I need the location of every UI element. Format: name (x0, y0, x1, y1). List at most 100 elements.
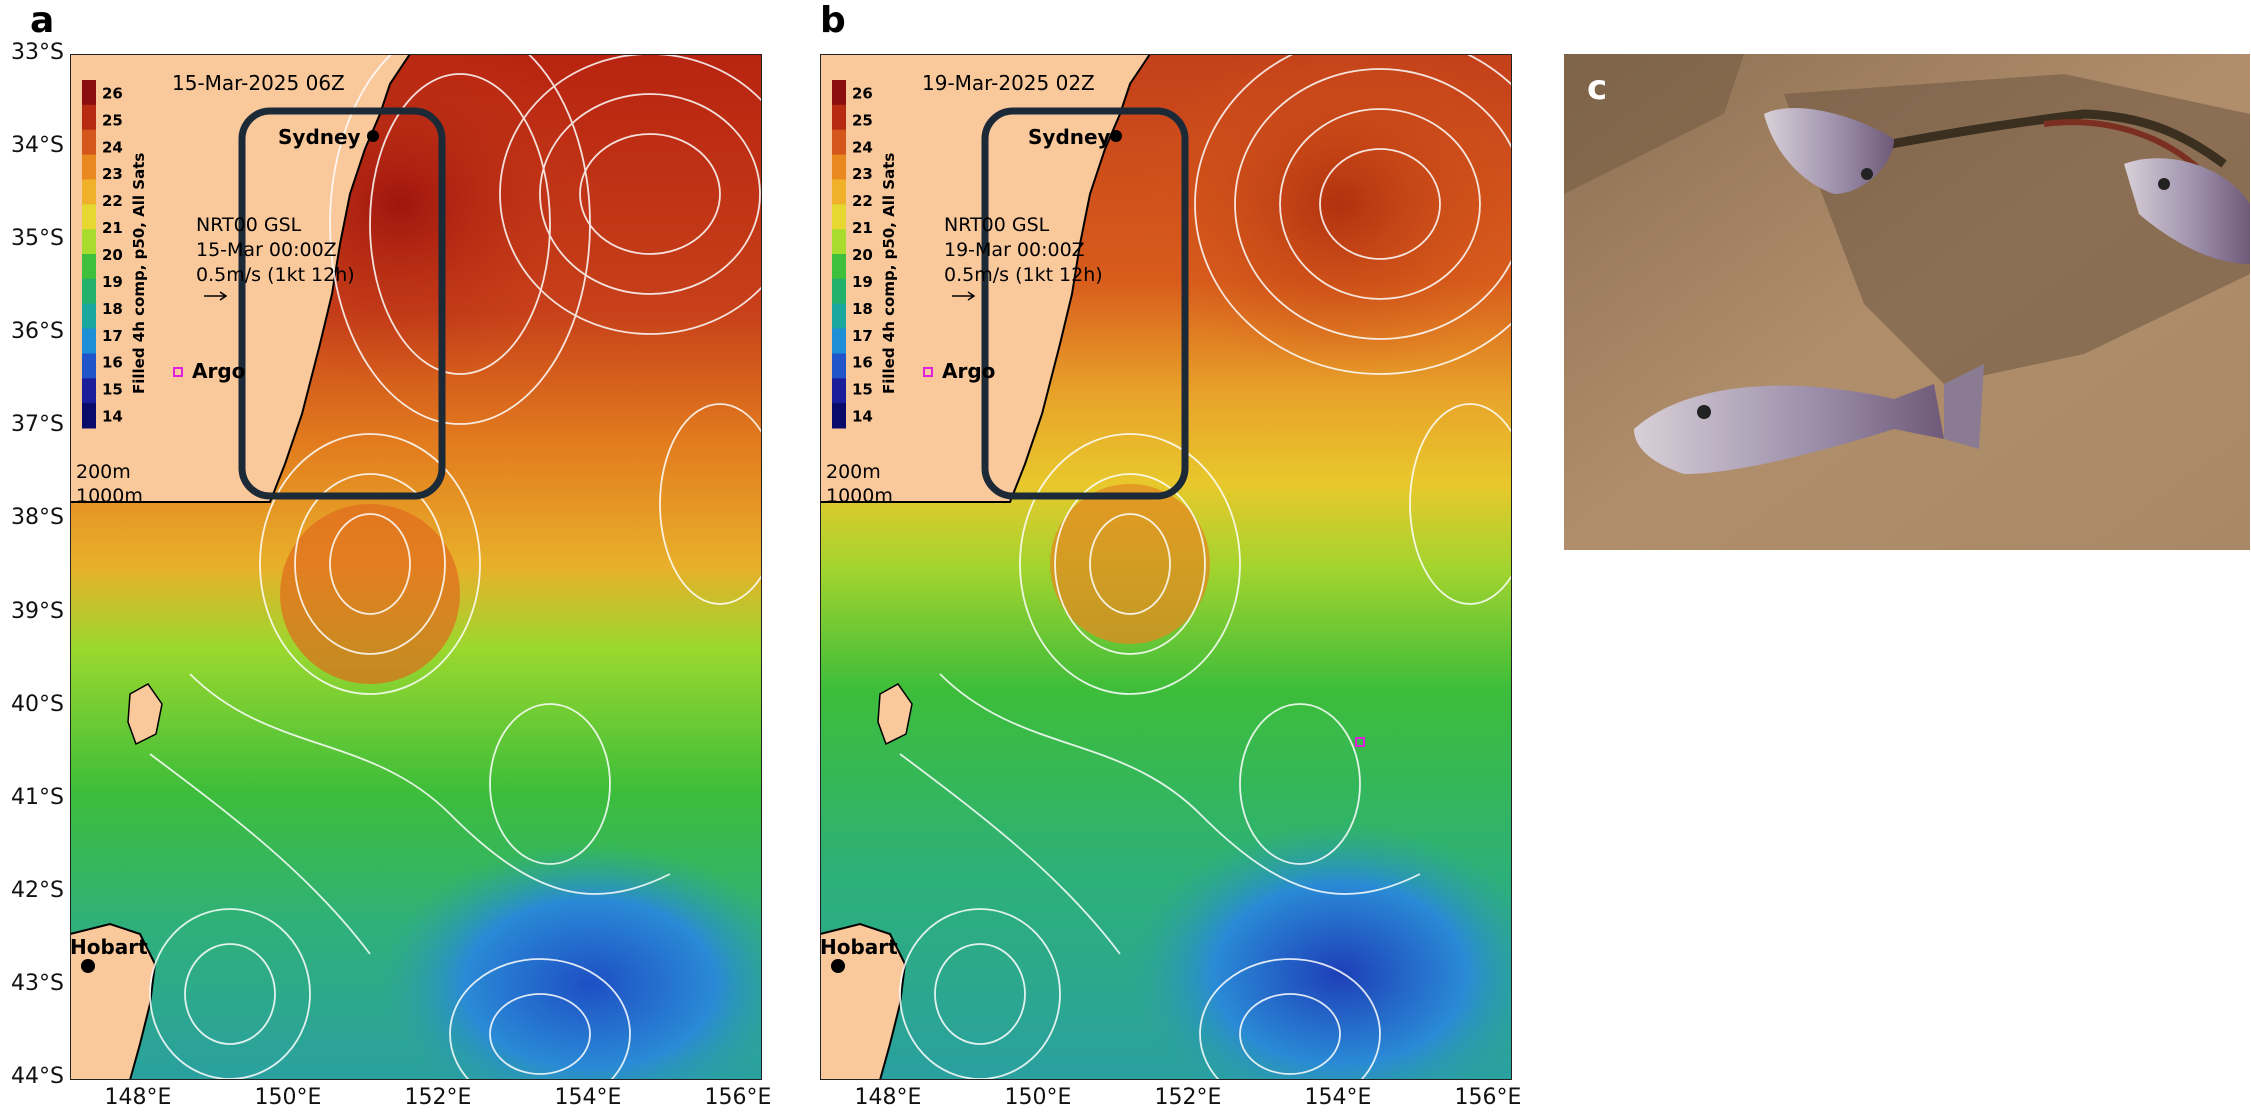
sydney-marker (1110, 130, 1122, 142)
sydney-region-box (238, 107, 446, 500)
sydney-label: Sydney (278, 125, 361, 149)
longitude-label: 148°E (104, 1085, 172, 1110)
seaweed-red (2043, 119, 2207, 177)
hobart-label: Hobart (820, 935, 898, 959)
colorbar-tick-label: 14 (852, 408, 873, 426)
colorbar-tick-label: 22 (102, 192, 123, 210)
colorbar-swatch (832, 179, 846, 205)
colorbar-tick-label: 20 (852, 246, 873, 264)
warm-eddy-south (280, 504, 460, 684)
colorbar-tick-label: 20 (102, 246, 123, 264)
current-legend-line-3: 0.5m/s (1kt 12h) (196, 264, 355, 286)
colorbar-swatch (82, 104, 96, 131)
colorbar-tick-label: 26 (102, 84, 123, 102)
colorbar-swatch (832, 129, 846, 156)
hobart-label: Hobart (70, 935, 148, 959)
colorbar-swatch (832, 204, 846, 230)
colorbar-tick-label: 19 (852, 273, 873, 291)
colorbar-tick-label: 26 (852, 84, 873, 102)
longitude-label: 148°E (854, 1085, 922, 1110)
latitude-label: 35°S (11, 226, 64, 252)
colorbar-swatch (82, 353, 96, 379)
hobart-marker (81, 959, 95, 973)
colorbar-swatch (82, 80, 96, 106)
depth-label-200m: 200m (76, 461, 131, 483)
colorbar-swatch (832, 104, 846, 131)
shadow-area-2 (1564, 54, 1744, 194)
current-legend-line-1: NRT00 GSL (196, 214, 302, 236)
colorbar-swatch (82, 278, 96, 305)
colorbar-label: Filled 4h comp, p50, All Sats (130, 153, 148, 394)
argo-label: Argo (942, 359, 995, 383)
colorbar-swatch (832, 403, 846, 429)
colorbar-tick-label: 23 (102, 165, 123, 183)
latitude-label: 37°S (11, 412, 64, 438)
colorbar-swatch (832, 229, 846, 255)
longitude-label: 156°E (1454, 1085, 1522, 1110)
latitude-label: 34°S (11, 133, 64, 159)
longitude-label: 154°E (554, 1085, 622, 1110)
colorbar-swatch (82, 129, 96, 156)
longitude-label: 150°E (254, 1085, 322, 1110)
sydney-label: Sydney (1028, 125, 1111, 149)
panel-b-frame (820, 54, 1512, 1080)
latitude-label: 36°S (11, 319, 64, 345)
fish-top-left (1764, 108, 1894, 194)
colorbar-swatch (832, 278, 846, 305)
latitude-label: 33°S (11, 40, 64, 65)
map-panel-a: Sydney Hobart Argo NRT00 GSL 15-Mar 00:0… (70, 54, 762, 1080)
colorbar-tick-label: 17 (852, 327, 873, 345)
panel-b-letter: b (820, 0, 846, 41)
latitude-label: 44°S (11, 1064, 64, 1089)
colorbar-swatch (82, 229, 96, 255)
colorbar-swatch (82, 204, 96, 230)
sydney-region-box (981, 107, 1189, 500)
argo-marker (173, 367, 183, 377)
panel-c-letter: c (1587, 68, 1608, 108)
colorbar-tick-label: 19 (102, 273, 123, 291)
seaweed (1863, 109, 2227, 168)
longitude-label: 152°E (404, 1085, 472, 1110)
ssh-contours (899, 54, 1512, 1080)
latitude-label: 41°S (11, 784, 64, 810)
colorbar-swatch (82, 254, 96, 280)
current-legend-line-2: 15-Mar 00:00Z (196, 239, 337, 261)
colorbar-tick-label: 25 (102, 111, 123, 129)
colorbar-tick-label: 25 (852, 111, 873, 129)
longitude-label: 154°E (1304, 1085, 1372, 1110)
current-legend-line-2: 19-Mar 00:00Z (944, 239, 1085, 261)
latitude-label: 40°S (11, 691, 64, 717)
land-flinders-island (127, 683, 163, 746)
longitude-label: 150°E (1004, 1085, 1072, 1110)
colorbar-swatch (82, 303, 96, 330)
colorbar-swatch (82, 154, 96, 180)
colorbar-tick-label: 21 (102, 219, 123, 237)
colorbar-swatch (82, 403, 96, 429)
colorbar-swatch (832, 254, 846, 280)
fish-bottom (1634, 364, 1984, 474)
colorbar-swatch (832, 353, 846, 379)
ssh-contours (149, 54, 762, 1080)
cold-water-patch (380, 844, 762, 1080)
colorbar-swatch (82, 328, 96, 354)
colorbar: 26 25 24 23 22 21 20 19 18 17 16 15 14 (832, 80, 873, 429)
colorbar: 26 25 24 23 22 21 20 19 18 17 16 15 14 (82, 80, 123, 429)
photo-dead-fish-on-beach (1564, 54, 2250, 550)
panel-a-frame (70, 54, 762, 1080)
warm-eddy (1140, 54, 1512, 374)
colorbar-swatch (82, 179, 96, 205)
colorbar-tick-label: 14 (102, 408, 123, 426)
sydney-marker (367, 130, 379, 142)
panel-a-letter: a (30, 0, 55, 41)
panel-a-timestamp: 15-Mar-2025 06Z (172, 71, 345, 95)
hobart-marker (831, 959, 845, 973)
current-scale-arrow (952, 291, 976, 301)
colorbar-tick-label: 17 (102, 327, 123, 345)
colorbar-tick-label: 22 (852, 192, 873, 210)
longitude-label: 156°E (704, 1085, 772, 1110)
colorbar-tick-label: 16 (852, 354, 873, 372)
colorbar-tick-label: 15 (852, 381, 873, 399)
colorbar-tick-label: 15 (102, 381, 123, 399)
latitude-label: 38°S (11, 505, 64, 531)
colorbar-label: Filled 4h comp, p50, All Sats (880, 153, 898, 394)
